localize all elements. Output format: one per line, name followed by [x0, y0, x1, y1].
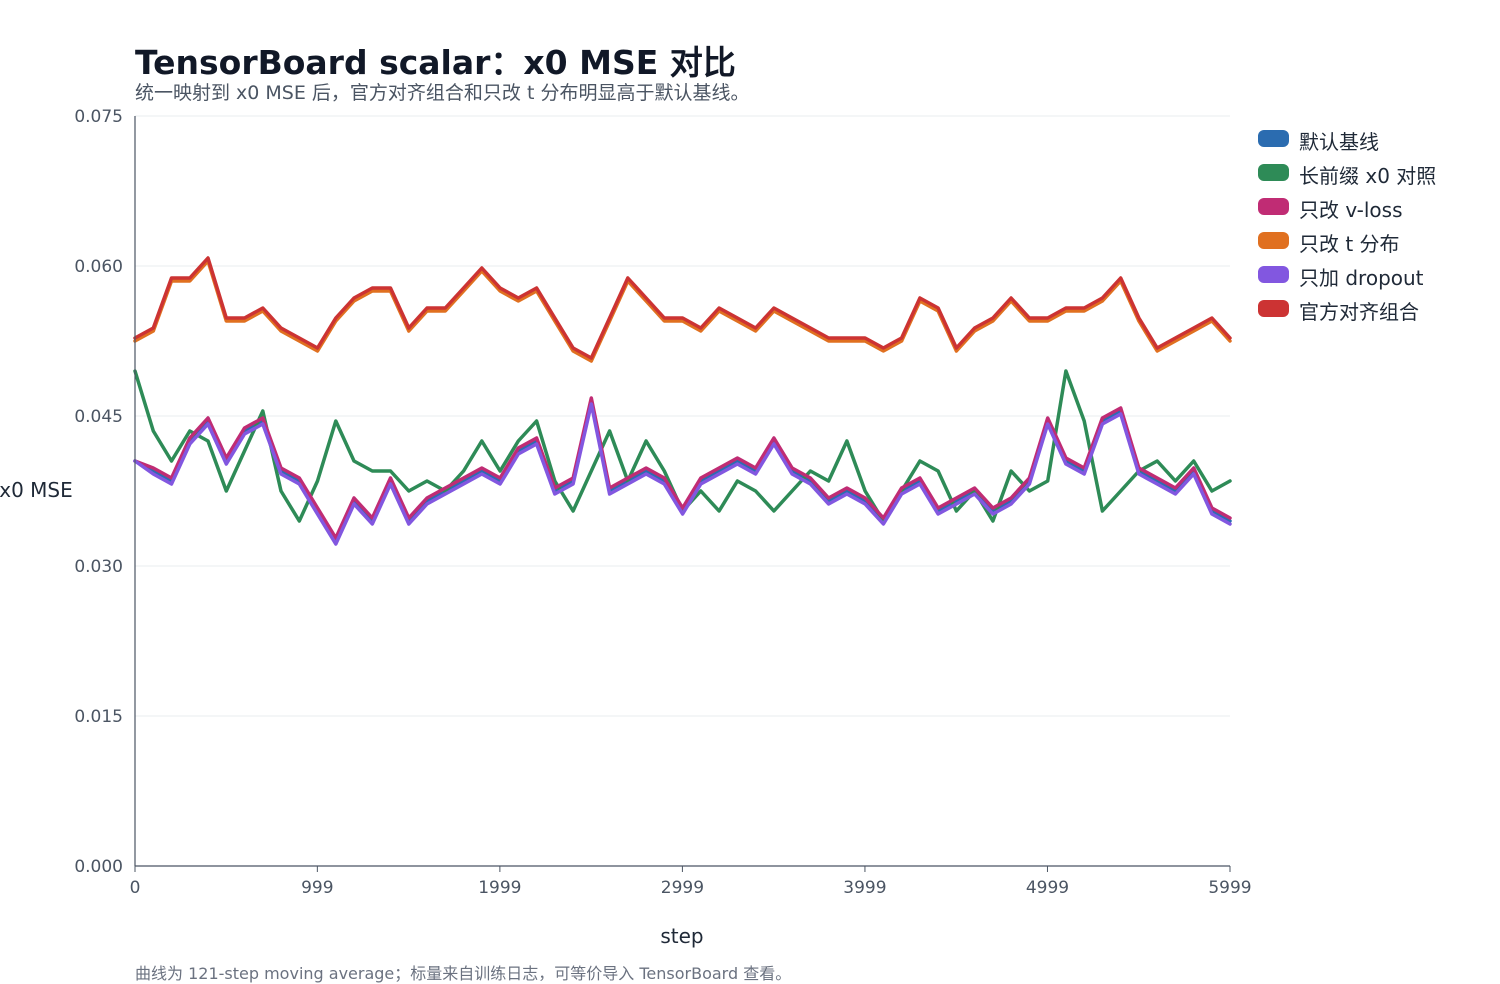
- x-axis-label: step: [660, 924, 703, 948]
- chart-footnote: 曲线为 121-step moving average；标量来自训练日志，可等价…: [135, 964, 792, 983]
- series-line-3: [133, 259, 1232, 363]
- y-axis-label: x0 MSE: [0, 478, 73, 502]
- series-line-5: [133, 256, 1232, 360]
- y-tick-label: 0.060: [74, 257, 123, 277]
- legend-swatch: [1258, 130, 1289, 147]
- y-tick-label: 0.030: [74, 557, 123, 577]
- y-tick-label: 0.015: [74, 707, 123, 727]
- legend-swatch: [1258, 232, 1289, 249]
- x-tick-label: 2999: [661, 878, 704, 898]
- legend-swatch: [1258, 198, 1289, 215]
- y-tick-label: 0.045: [74, 407, 123, 427]
- legend-swatch: [1258, 266, 1289, 283]
- series-line-2: [133, 396, 1232, 540]
- gridlines: [135, 115, 1230, 867]
- x-tick-label: 4999: [1026, 878, 1069, 898]
- legend-label: 只加 dropout: [1299, 266, 1424, 290]
- y-tick-label: 0.000: [74, 857, 123, 877]
- series-line-4: [133, 402, 1232, 546]
- x-tick-label: 0: [130, 878, 141, 898]
- legend-swatch: [1258, 164, 1289, 181]
- chart-subtitle: 统一映射到 x0 MSE 后，官方对齐组合和只改 t 分布明显高于默认基线。: [135, 82, 750, 104]
- x-tick-label: 5999: [1208, 878, 1251, 898]
- legend-swatch: [1258, 300, 1289, 317]
- legend-label: 默认基线: [1299, 130, 1379, 154]
- legend-label: 长前缀 x0 对照: [1299, 164, 1436, 188]
- x-tick-label: 999: [301, 878, 333, 898]
- line-chart: 0.000 0.015 0.030 0.045 0.060 0.075 0 999 1999 29…: [0, 107, 1436, 948]
- y-tick-label: 0.075: [74, 107, 123, 127]
- x-tick-label: 1999: [478, 878, 521, 898]
- legend-label: 只改 t 分布: [1299, 232, 1400, 256]
- x-tick-label: 3999: [843, 878, 886, 898]
- legend-label: 官方对齐组合: [1299, 300, 1419, 324]
- series-layer: [133, 256, 1232, 546]
- chart-title: TensorBoard scalar：x0 MSE 对比: [135, 43, 736, 82]
- axes: 0.000 0.015 0.030 0.045 0.060 0.075 0 999 1999 29…: [74, 107, 1251, 898]
- legend-label: 只改 v-loss: [1299, 198, 1403, 222]
- series-line-1: [133, 369, 1232, 523]
